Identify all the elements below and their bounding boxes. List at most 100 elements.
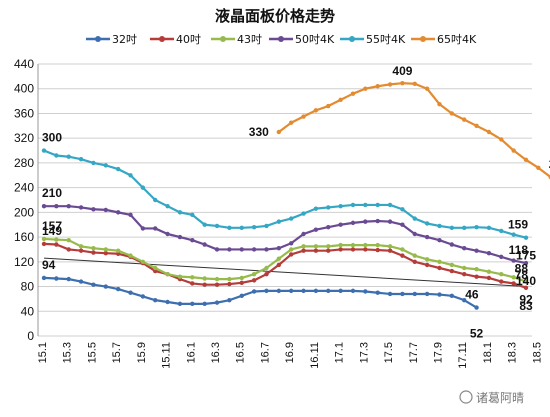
data-point [449,225,455,231]
data-point [177,234,183,240]
data-label: 409 [392,64,412,78]
data-label: 78 [515,268,529,282]
data-point [202,276,207,281]
data-point [103,163,108,168]
data-point [41,236,47,242]
data-point [301,231,306,237]
data-point [115,286,121,292]
data-label: 157 [42,219,62,233]
legend-label: 65吋4K [437,33,477,46]
data-point [437,223,442,229]
x-tick-label: 15.1 [37,342,49,363]
data-point [91,207,96,212]
legend-marker [278,36,284,42]
data-point [115,166,121,172]
data-point [227,247,232,252]
data-point [239,247,244,252]
data-point [239,275,244,281]
data-point [400,253,405,258]
data-point [523,285,529,290]
data-point [350,202,356,208]
trendline-layer [43,257,527,288]
data-point [140,294,146,299]
data-point [140,185,146,190]
y-tick-label: 280 [14,156,34,170]
data-point [165,299,170,305]
y-tick-label: 200 [14,205,34,219]
data-point [91,282,96,287]
data-point [128,173,133,178]
data-point [387,82,393,87]
data-point [66,203,71,209]
data-point [363,247,368,252]
legend-label: 43吋 [237,33,262,46]
data-point [288,241,294,246]
data-point [313,244,319,249]
data-label: 159 [508,218,528,232]
data-point [41,241,47,247]
data-point [288,216,294,221]
data-label: 92 [519,293,533,307]
series-layer [41,80,550,310]
data-label: 88 [515,262,529,276]
data-point [499,279,504,284]
x-tick-label: 15.5 [86,342,98,363]
data-point [66,237,71,243]
data-label: 257 [549,157,550,171]
x-tick-label: 18.5 [531,342,543,363]
data-point [462,265,467,271]
data-point [375,290,380,295]
data-label: 52 [470,327,484,341]
y-tick-label: 440 [14,57,34,71]
data-point [165,271,170,277]
chart-title: 液晶面板价格走势 [215,7,335,25]
data-point [78,279,84,284]
data-point [251,247,257,252]
data-point [276,219,282,224]
y-tick-label: 120 [14,255,34,269]
grid [37,63,532,337]
data-point [66,154,71,159]
data-point [313,108,319,113]
x-tick-label: 15.9 [136,342,148,363]
data-point [462,225,467,231]
watermark-text: 诸葛阿晴 [476,391,524,405]
data-point [202,222,207,227]
data-point [251,225,257,230]
data-point [313,206,319,211]
data-point [251,289,257,294]
data-point [449,242,455,247]
data-point [499,137,504,142]
y-tick-label: 320 [14,131,34,145]
data-point [326,205,331,210]
data-point [363,86,368,91]
data-point [437,292,442,297]
data-point [227,297,232,303]
data-point [202,242,207,247]
data-point [115,248,121,253]
data-point [251,271,257,277]
data-point [387,248,393,253]
data-point [412,216,417,221]
data-point [214,276,220,282]
data-point [214,300,220,305]
data-point [239,280,244,286]
data-point [387,291,393,297]
x-axis: 15.1 15.3 15.5 15.7 15.9 15.11 16.1 16.3 16.5 16.… [37,342,543,369]
legend-label: 40吋 [176,33,201,46]
data-point [536,165,541,171]
data-point [41,203,47,209]
data-point [115,251,121,256]
data-point [78,205,84,210]
data-point [264,223,269,229]
data-point [474,274,479,279]
data-point [264,247,269,252]
data-point [78,157,84,162]
data-point [486,129,492,135]
data-point [387,219,393,224]
data-point [499,228,504,234]
data-point [202,282,207,287]
x-tick-label: 16.1 [185,342,197,363]
x-tick-label: 17.11 [457,342,469,369]
